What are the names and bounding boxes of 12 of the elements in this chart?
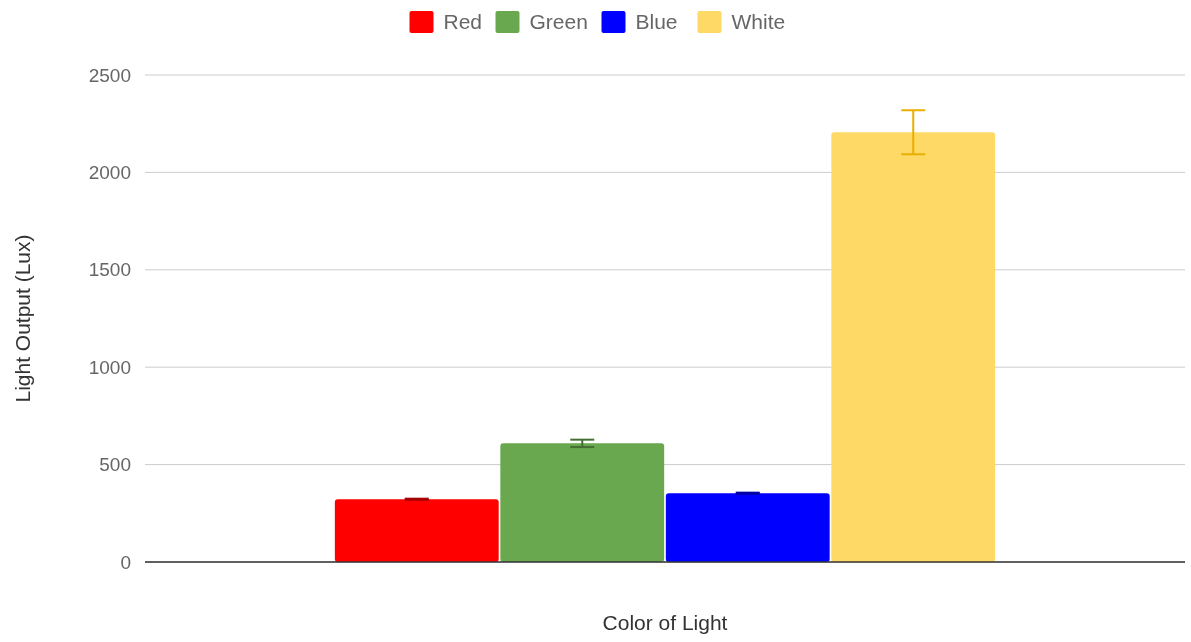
y-tick-label: 2500: [88, 64, 131, 86]
legend-label: White: [731, 10, 786, 34]
legend-label: Blue: [635, 10, 678, 34]
y-tick-label: 1000: [88, 356, 131, 378]
y-tick-label: 0: [120, 551, 131, 573]
y-tick-label: 2000: [88, 162, 131, 184]
y-axis-title: Light Output (Lux): [11, 234, 34, 403]
y-tick-label: 500: [99, 454, 131, 476]
y-tick-label: 1500: [88, 259, 131, 281]
x-axis-title: Color of Light: [602, 611, 728, 634]
legend-label: Red: [443, 10, 483, 34]
legend-label: Green: [529, 10, 588, 34]
